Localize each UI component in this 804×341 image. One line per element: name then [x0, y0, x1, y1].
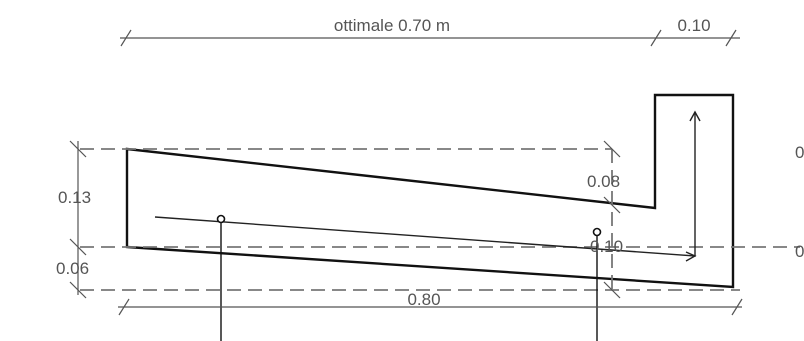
- top-tick-mid: [650, 29, 662, 47]
- support-left-node: [216, 214, 226, 224]
- rebar-arrow-end: [685, 251, 697, 262]
- top-tick-left: [120, 29, 132, 47]
- rebar-arrow-top: [689, 110, 701, 122]
- inner-tick-bottom: [603, 281, 621, 299]
- dim-inner-lower-label: 0.10: [590, 237, 623, 256]
- bottom-tick-right: [731, 298, 743, 316]
- inner-tick-top: [603, 140, 621, 158]
- left-tick-mid: [69, 238, 87, 256]
- dim-top-right-label: 0.10: [677, 16, 710, 35]
- dim-left-lower-label: 0.06: [56, 259, 89, 278]
- top-tick-right: [725, 29, 737, 47]
- concrete-section: [125, 93, 735, 289]
- dim-inner-upper-label: 0.08: [587, 172, 620, 191]
- dim-left-upper-label: 0.13: [58, 188, 91, 207]
- left-tick-bottom: [69, 281, 87, 299]
- dim-top-left-label: ottimale 0.70 m: [334, 16, 450, 35]
- support-right-node: [592, 227, 602, 237]
- inner-tick-mid: [603, 196, 621, 214]
- bottom-tick-left: [118, 298, 130, 316]
- dim-right-cut-upper-label: 0: [795, 143, 804, 162]
- dim-right-cut-lower-label: 0: [795, 242, 804, 261]
- left-tick-top: [69, 140, 87, 158]
- dim-bottom-label: 0.80: [407, 290, 440, 309]
